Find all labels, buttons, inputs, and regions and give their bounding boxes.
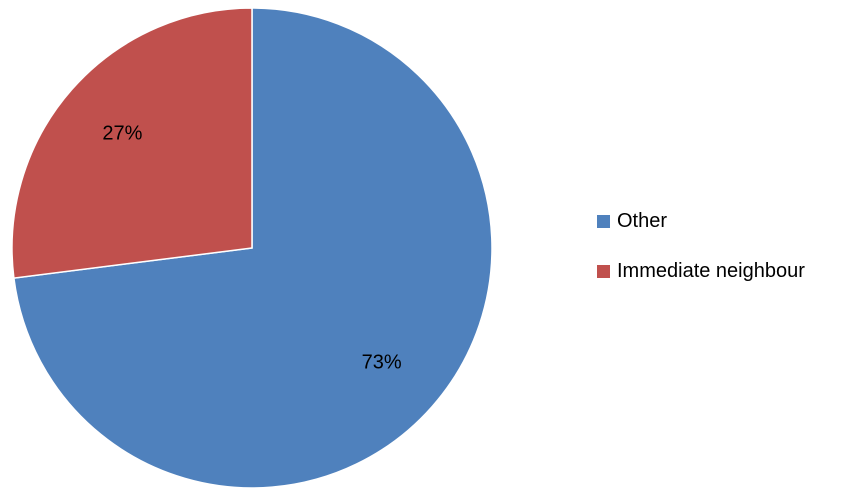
legend-swatch-immediate-neighbour xyxy=(597,264,610,278)
legend-label-immediate-neighbour: Immediate neighbour xyxy=(617,260,805,282)
data-label-immediate-neighbour: 27% xyxy=(102,123,142,145)
pie-slices xyxy=(11,7,493,489)
pie-slice-immediate-neighbour xyxy=(11,7,253,279)
legend-item-other: Other xyxy=(597,209,805,233)
legend-label-other: Other xyxy=(617,210,668,232)
legend: Other Immediate neighbour xyxy=(597,209,805,309)
pie-data-labels: 73% 27% xyxy=(102,123,401,374)
legend-item-immediate-neighbour: Immediate neighbour xyxy=(597,259,805,283)
legend-swatch-other xyxy=(597,214,610,228)
data-label-other: 73% xyxy=(362,351,402,373)
pie-slice-other xyxy=(13,7,493,489)
